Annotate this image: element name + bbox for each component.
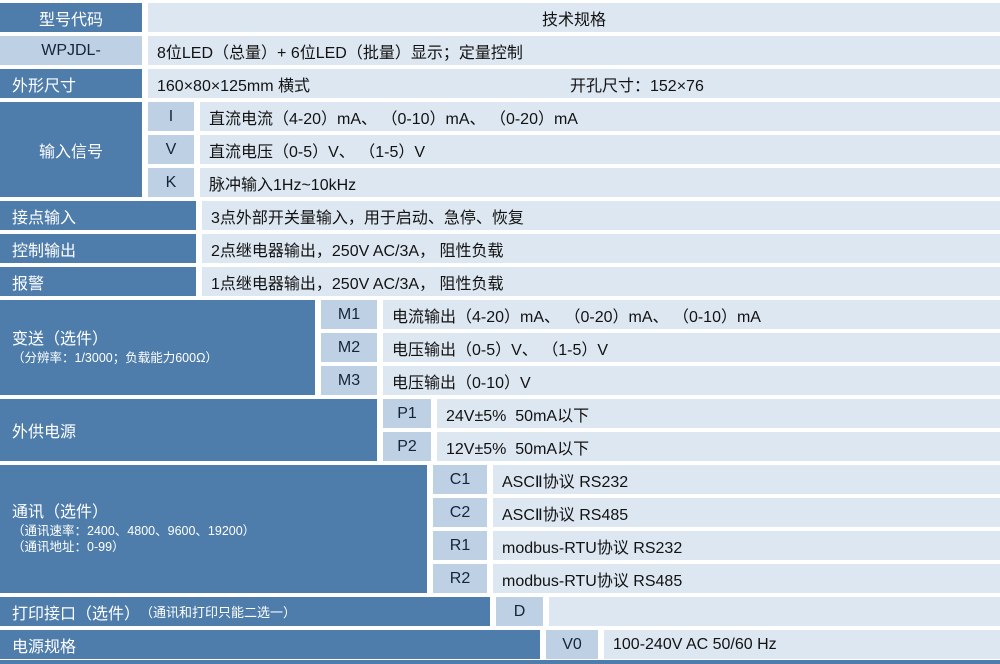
- model-row: WPJDL- 8位LED（总量）+ 6位LED（批量）显示；定量控制: [0, 36, 1000, 65]
- control-output-desc-cell: 2点继电器输出，250V AC/3A， 阻性负载: [202, 234, 1000, 263]
- model-code-header-label: 型号代码: [38, 11, 103, 29]
- control-output-row: 控制输出 2点继电器输出，250V AC/3A， 阻性负载: [0, 234, 1000, 263]
- model-desc-cell: 8位LED（总量）+ 6位LED（批量）显示；定量控制: [148, 36, 1000, 65]
- input-signal-row-i: I 直流电流（4-20）mA、 （0-10）mA、 （0-20）mA: [148, 102, 1000, 131]
- transmit-label-cell: 变送（选件） （分辨率：1/3000；负载能力600Ω）: [0, 300, 315, 395]
- option-code-cell: R2: [433, 564, 487, 593]
- bottom-border-strip: [0, 660, 1000, 664]
- alarm-label-cell: 报警: [0, 267, 196, 296]
- model-code-header-cell: 型号代码: [0, 3, 142, 32]
- power-spec-label-cell: 电源规格: [0, 630, 540, 659]
- option-desc-cell: 直流电压（0-5）V、 （1-5）V: [200, 135, 1000, 164]
- contact-input-label-cell: 接点输入: [0, 201, 196, 230]
- option-desc-cell: 电流输出（4-20）mA、 （0-20）mA、 （0-10）mA: [383, 300, 1000, 329]
- ext-power-row-p2: P2 12V±5% 50mA以下: [383, 432, 1000, 461]
- option-desc-cell: ASCⅡ协议 RS232: [493, 465, 1000, 494]
- option-code-cell: I: [148, 102, 194, 131]
- option-code-cell: D: [496, 597, 543, 626]
- option-desc-cell: modbus-RTU协议 RS485: [493, 564, 1000, 593]
- transmit-label: 变送（选件）: [12, 330, 109, 348]
- option-desc-cell: 脉冲输入1Hz~10kHz: [200, 168, 1000, 197]
- print-interface-label: 打印接口（选件）: [12, 605, 141, 623]
- comm-row-c1: C1 ASCⅡ协议 RS232: [433, 465, 1000, 494]
- comm-row-c2: C2 ASCⅡ协议 RS485: [433, 498, 1000, 527]
- option-code-cell: P1: [383, 399, 431, 428]
- option-code-cell: M1: [321, 300, 377, 329]
- input-signal-label-cell: 输入信号: [0, 102, 142, 197]
- option-code-cell: M3: [321, 366, 377, 395]
- option-desc-cell: modbus-RTU协议 RS232: [493, 531, 1000, 560]
- comm-band: 通讯（选件） （通讯速率：2400、4800、9600、19200） （通讯地址…: [0, 465, 1000, 593]
- ext-power-rows: P1 24V±5% 50mA以下 P2 12V±5% 50mA以下: [383, 399, 1000, 461]
- print-interface-label-cell: 打印接口（选件） （通讯和打印只能二选一）: [0, 597, 490, 626]
- comm-row-r1: R1 modbus-RTU协议 RS232: [433, 531, 1000, 560]
- option-desc-cell: 电压输出（0-10）V: [383, 366, 1000, 395]
- option-code-cell: V0: [546, 630, 598, 659]
- transmit-row-m3: M3 电压输出（0-10）V: [321, 366, 1000, 395]
- power-spec-desc-cell: 100-240V AC 50/60 Hz: [604, 630, 1000, 659]
- comm-note-baudrate: （通讯速率：2400、4800、9600、19200）: [12, 524, 256, 538]
- input-signal-band: 输入信号 I 直流电流（4-20）mA、 （0-10）mA、 （0-20）mA …: [0, 102, 1000, 197]
- power-spec-row: 电源规格 V0 100-240V AC 50/60 Hz: [0, 630, 1000, 659]
- option-desc-cell: 电压输出（0-5）V、 （1-5）V: [383, 333, 1000, 362]
- option-desc-cell: 12V±5% 50mA以下: [437, 432, 1000, 461]
- option-code-cell: V: [148, 135, 194, 164]
- tech-spec-header-label: 技术规格: [541, 11, 606, 29]
- input-signal-row-v: V 直流电压（0-5）V、 （1-5）V: [148, 135, 1000, 164]
- transmit-rows: M1 电流输出（4-20）mA、 （0-20）mA、 （0-10）mA M2 电…: [321, 300, 1000, 395]
- contact-input-row: 接点输入 3点外部开关量输入，用于启动、急停、恢复: [0, 201, 1000, 230]
- option-desc-cell: 24V±5% 50mA以下: [437, 399, 1000, 428]
- contact-input-desc-cell: 3点外部开关量输入，用于启动、急停、恢复: [202, 201, 1000, 230]
- option-code-cell: P2: [383, 432, 431, 461]
- comm-label: 通讯（选件）: [12, 504, 109, 521]
- input-signal-row-k: K 脉冲输入1Hz~10kHz: [148, 168, 1000, 197]
- print-interface-note: （通讯和打印只能二选一）: [140, 605, 297, 620]
- ext-power-label-cell: 外供电源: [0, 399, 377, 461]
- dimensions-label-cell: 外形尺寸: [0, 69, 142, 98]
- comm-note-address: （通讯地址：0-99）: [12, 540, 125, 554]
- print-interface-row: 打印接口（选件） （通讯和打印只能二选一） D: [0, 597, 1000, 626]
- transmit-row-m1: M1 电流输出（4-20）mA、 （0-20）mA、 （0-10）mA: [321, 300, 1000, 329]
- input-signal-rows: I 直流电流（4-20）mA、 （0-10）mA、 （0-20）mA V 直流电…: [148, 102, 1000, 197]
- transmit-row-m2: M2 电压输出（0-5）V、 （1-5）V: [321, 333, 1000, 362]
- print-interface-desc-cell: [549, 597, 1000, 626]
- comm-label-cell: 通讯（选件） （通讯速率：2400、4800、9600、19200） （通讯地址…: [0, 465, 427, 593]
- control-output-label-cell: 控制输出: [0, 234, 196, 263]
- dimensions-row: 外形尺寸 160×80×125mm 横式 开孔尺寸：152×76: [0, 69, 1000, 98]
- comm-row-r2: R2 modbus-RTU协议 RS485: [433, 564, 1000, 593]
- option-code-cell: K: [148, 168, 194, 197]
- alarm-row: 报警 1点继电器输出，250V AC/3A， 阻性负载: [0, 267, 1000, 296]
- header-row: 型号代码 技术规格: [0, 3, 1000, 32]
- option-code-cell: M2: [321, 333, 377, 362]
- option-code-cell: C2: [433, 498, 487, 527]
- model-code-value: WPJDL-: [41, 41, 101, 59]
- transmit-band: 变送（选件） （分辨率：1/3000；负载能力600Ω） M1 电流输出（4-2…: [0, 300, 1000, 395]
- comm-rows: C1 ASCⅡ协议 RS232 C2 ASCⅡ协议 RS485 R1 modbu…: [433, 465, 1000, 593]
- option-code-cell: R1: [433, 531, 487, 560]
- alarm-desc-cell: 1点继电器输出，250V AC/3A， 阻性负载: [202, 267, 1000, 296]
- ext-power-band: 外供电源 P1 24V±5% 50mA以下 P2 12V±5% 50mA以下: [0, 399, 1000, 461]
- cutout-size: 开孔尺寸：152×76: [570, 77, 704, 95]
- dimensions-size: 160×80×125mm 横式: [157, 77, 310, 95]
- option-code-cell: C1: [433, 465, 487, 494]
- ext-power-row-p1: P1 24V±5% 50mA以下: [383, 399, 1000, 428]
- option-desc-cell: 直流电流（4-20）mA、 （0-10）mA、 （0-20）mA: [200, 102, 1000, 131]
- tech-spec-header-cell: 技术规格: [148, 3, 1000, 32]
- dimensions-value-cell: 160×80×125mm 横式 开孔尺寸：152×76: [148, 69, 1000, 98]
- option-desc-cell: ASCⅡ协议 RS485: [493, 498, 1000, 527]
- model-code-cell: WPJDL-: [0, 36, 142, 65]
- transmit-note: （分辨率：1/3000；负载能力600Ω）: [12, 350, 218, 365]
